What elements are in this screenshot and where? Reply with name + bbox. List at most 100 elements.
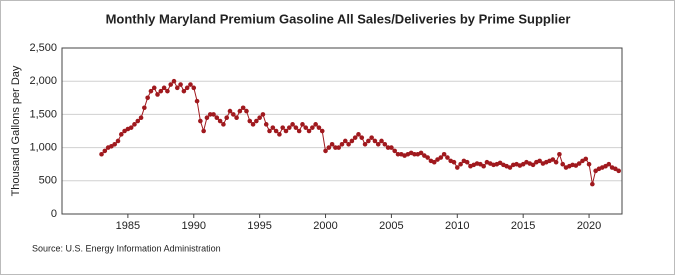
point	[349, 138, 355, 144]
point	[240, 105, 246, 111]
point	[207, 112, 213, 117]
point	[250, 122, 256, 127]
point	[132, 122, 137, 127]
point	[313, 122, 318, 127]
point	[158, 88, 164, 94]
point	[115, 138, 121, 144]
point	[557, 151, 562, 157]
point	[418, 150, 424, 156]
y-tick-label: 1,000	[29, 142, 57, 154]
point	[342, 138, 348, 144]
point	[296, 128, 302, 134]
point	[270, 125, 276, 130]
point	[178, 82, 183, 87]
point	[425, 155, 430, 160]
y-tick-label: 2,000	[29, 75, 57, 87]
x-tick-label: 2010	[445, 220, 469, 232]
point	[128, 125, 134, 130]
point	[204, 115, 210, 121]
y-tick-label: 2,500	[29, 42, 57, 54]
point	[273, 128, 279, 134]
point	[481, 163, 486, 169]
point	[181, 88, 187, 94]
x-tick-label: 1995	[247, 220, 271, 232]
y-tick-label: 500	[39, 175, 57, 187]
point	[263, 122, 269, 127]
point	[201, 128, 206, 134]
point	[217, 118, 223, 124]
point	[227, 108, 233, 114]
x-tick-label: 2015	[511, 220, 535, 232]
point	[445, 155, 450, 160]
point	[573, 163, 579, 168]
point	[260, 112, 266, 117]
point	[333, 145, 338, 150]
point	[319, 128, 325, 134]
point	[379, 138, 384, 144]
y-tick-label: 1,500	[29, 108, 57, 120]
point	[300, 122, 305, 127]
point	[277, 132, 282, 137]
point	[99, 151, 104, 157]
y-axis-label: Thousand Gallons per Day	[10, 65, 22, 196]
source: Source: U.S. Energy Information Administ…	[32, 243, 221, 253]
point	[507, 165, 513, 170]
plot-frame	[61, 47, 623, 215]
point	[366, 138, 371, 144]
point	[254, 118, 259, 124]
point	[590, 181, 595, 187]
point	[326, 145, 332, 150]
point	[497, 160, 503, 166]
point	[155, 92, 160, 97]
y-tick-label: 0	[51, 208, 57, 220]
point	[458, 161, 463, 167]
point	[613, 166, 618, 172]
point	[145, 95, 150, 101]
point	[560, 161, 566, 167]
point	[234, 115, 239, 121]
point	[148, 88, 154, 94]
chart-title: Monthly Maryland Premium Gasoline All Sa…	[106, 11, 571, 26]
point	[247, 118, 253, 124]
point	[392, 148, 398, 154]
point	[198, 118, 203, 124]
point	[375, 141, 381, 147]
point	[102, 148, 108, 154]
point	[290, 122, 295, 127]
point	[142, 105, 147, 111]
point	[214, 115, 220, 121]
point	[336, 145, 342, 150]
point	[267, 128, 272, 134]
point	[257, 115, 262, 121]
point	[244, 108, 249, 114]
point	[221, 122, 226, 127]
point	[211, 112, 216, 117]
x-tick-label: 1985	[116, 220, 140, 232]
point	[118, 132, 124, 137]
point	[530, 162, 536, 168]
point	[435, 157, 440, 162]
point	[174, 85, 180, 91]
point	[184, 85, 190, 91]
x-tick-label: 2020	[577, 220, 601, 232]
point	[395, 151, 401, 157]
point	[161, 85, 167, 91]
point	[194, 98, 200, 104]
point	[286, 125, 292, 130]
point	[431, 159, 437, 165]
point	[389, 145, 394, 150]
point	[583, 156, 589, 162]
point	[606, 161, 612, 167]
point	[593, 168, 598, 174]
point	[112, 141, 118, 147]
point	[310, 125, 315, 130]
point	[359, 135, 365, 140]
point	[382, 141, 388, 147]
point	[520, 161, 526, 167]
point	[122, 128, 127, 134]
point	[603, 163, 608, 169]
point	[168, 82, 174, 87]
point	[451, 159, 457, 165]
point	[188, 82, 193, 87]
x-tick-label: 2005	[379, 220, 403, 232]
